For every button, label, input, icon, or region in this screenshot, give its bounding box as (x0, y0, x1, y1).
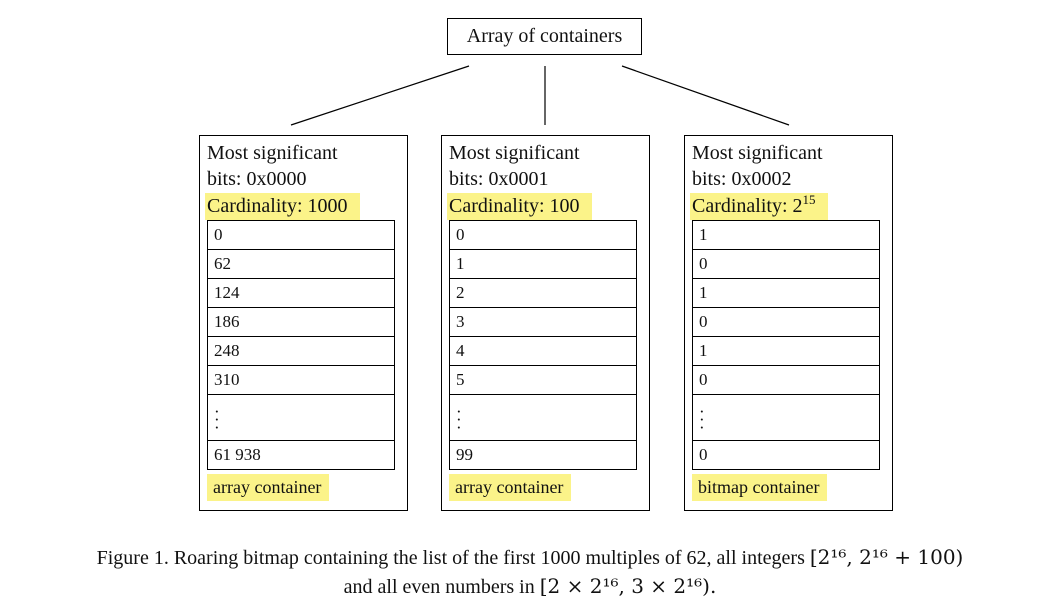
array-of-containers-box: Array of containers (447, 18, 642, 55)
container-2: Most significant bits: 0x0002 Cardinalit… (684, 135, 893, 511)
value-cell: 4 (449, 336, 637, 366)
value-cell: 2 (449, 278, 637, 308)
value-cell-last: 61 938 (207, 440, 395, 470)
container-type-label: array container (449, 474, 572, 501)
container-type-label: bitmap container (692, 474, 828, 501)
value-cell: 3 (449, 307, 637, 337)
container-type-label: array container (207, 474, 330, 501)
value-cell: 186 (207, 307, 395, 337)
ellipsis-cell: · · · (449, 394, 637, 441)
caption-math: [2¹⁶, 2¹⁶ + 100) (809, 545, 964, 569)
value-cell: 0 (692, 249, 880, 279)
connector-left (290, 65, 470, 126)
container-header-line1: Most significant (207, 142, 338, 164)
ellipsis-cell: · · · (692, 394, 880, 441)
cardinality-label: Cardinality: 215 (690, 192, 828, 220)
container-1: Most significant bits: 0x0001 Cardinalit… (441, 135, 650, 511)
value-cell: 0 (692, 307, 880, 337)
value-cell: 0 (207, 220, 395, 250)
value-cell: 1 (692, 278, 880, 308)
value-cell: 0 (692, 365, 880, 395)
value-cell: 1 (692, 220, 880, 250)
container-header-line2: bits: 0x0000 (207, 168, 307, 190)
figure-caption-line1: Figure 1. Roaring bitmap containing the … (0, 543, 1060, 573)
cardinality-label: Cardinality: 1000 (205, 193, 360, 220)
caption-text: and all even numbers in (343, 576, 540, 598)
vertical-ellipsis-icon: · · · (699, 402, 705, 437)
value-cell: 124 (207, 278, 395, 308)
value-cell: 310 (207, 365, 395, 395)
caption-text: Figure 1. Roaring bitmap containing the … (96, 547, 810, 569)
value-cell-last: 99 (449, 440, 637, 470)
value-cell: 0 (449, 220, 637, 250)
value-cell: 5 (449, 365, 637, 395)
vertical-ellipsis-icon: · · · (214, 402, 220, 437)
container-0: Most significant bits: 0x0000 Cardinalit… (199, 135, 408, 511)
value-cell: 248 (207, 336, 395, 366)
value-cell: 62 (207, 249, 395, 279)
container-header-line1: Most significant (692, 142, 823, 164)
value-cell: 1 (449, 249, 637, 279)
ellipsis-cell: · · · (207, 394, 395, 441)
value-cell-last: 0 (692, 440, 880, 470)
connector-right (621, 65, 790, 126)
cardinality-label: Cardinality: 100 (447, 193, 592, 220)
value-cell: 1 (692, 336, 880, 366)
container-header-line2: bits: 0x0001 (449, 168, 549, 190)
figure-caption-line2: and all even numbers in [2 × 2¹⁶, 3 × 2¹… (0, 572, 1060, 602)
container-header-line2: bits: 0x0002 (692, 168, 792, 190)
vertical-ellipsis-icon: · · · (456, 402, 462, 437)
caption-math: [2 × 2¹⁶, 3 × 2¹⁶). (539, 574, 717, 598)
container-header-line1: Most significant (449, 142, 580, 164)
